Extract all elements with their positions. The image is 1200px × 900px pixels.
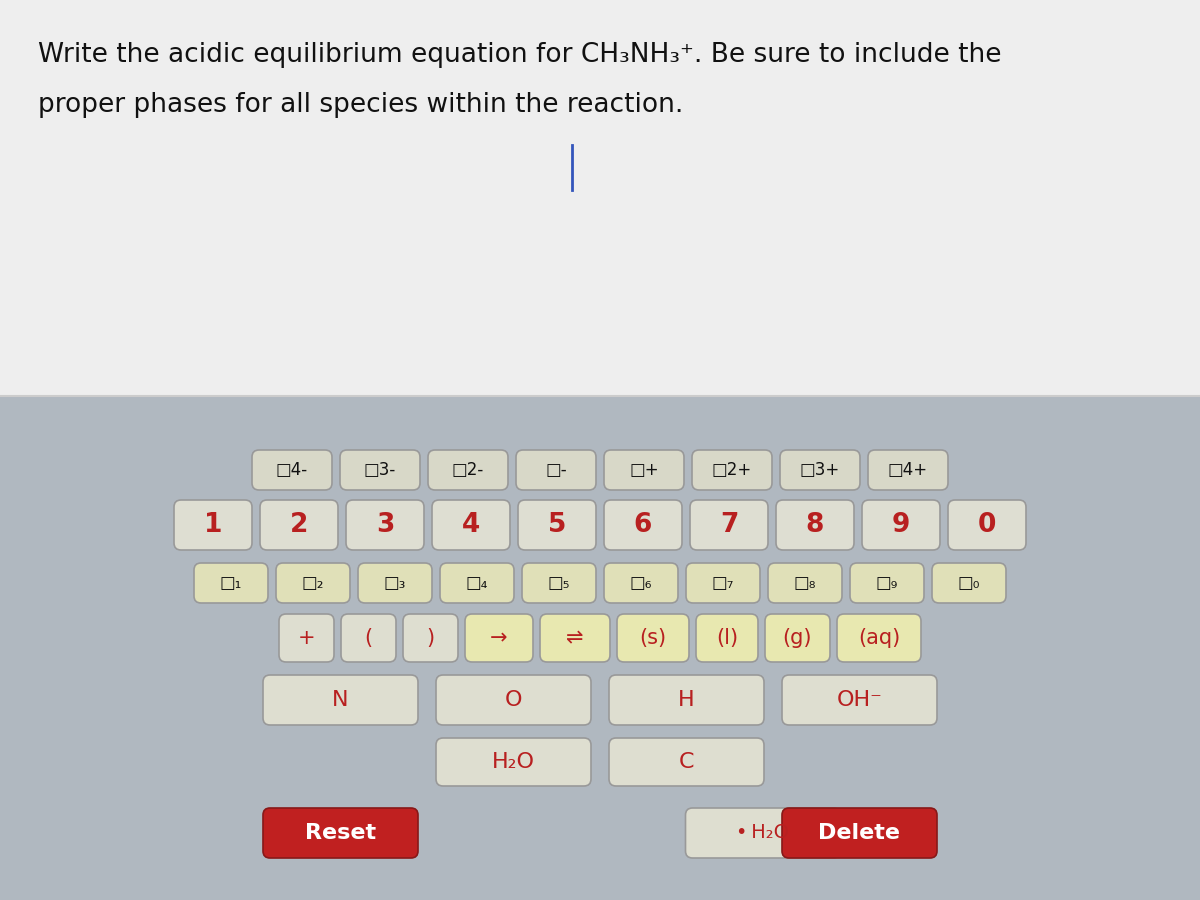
Text: (g): (g) (782, 628, 812, 648)
FancyBboxPatch shape (340, 450, 420, 490)
FancyBboxPatch shape (610, 675, 764, 725)
FancyBboxPatch shape (604, 500, 682, 550)
FancyBboxPatch shape (194, 563, 268, 603)
FancyBboxPatch shape (692, 450, 772, 490)
FancyBboxPatch shape (782, 675, 937, 725)
Text: 4: 4 (462, 512, 480, 538)
Text: Reset: Reset (305, 823, 376, 843)
FancyBboxPatch shape (432, 500, 510, 550)
FancyBboxPatch shape (782, 808, 937, 858)
Text: H: H (678, 690, 695, 710)
FancyBboxPatch shape (440, 563, 514, 603)
Text: proper phases for all species within the reaction.: proper phases for all species within the… (38, 92, 683, 118)
Text: (s): (s) (640, 628, 666, 648)
Text: □₆: □₆ (630, 574, 652, 592)
FancyBboxPatch shape (768, 563, 842, 603)
Text: →: → (491, 628, 508, 648)
Text: N: N (332, 690, 349, 710)
Text: □-: □- (545, 461, 566, 479)
Text: □4+: □4+ (888, 461, 928, 479)
Text: □4-: □4- (276, 461, 308, 479)
FancyBboxPatch shape (263, 808, 418, 858)
FancyBboxPatch shape (690, 500, 768, 550)
FancyBboxPatch shape (278, 614, 334, 662)
FancyBboxPatch shape (868, 450, 948, 490)
Text: ⇌: ⇌ (566, 628, 583, 648)
Text: +: + (298, 628, 316, 648)
Text: □₈: □₈ (793, 574, 816, 592)
FancyBboxPatch shape (850, 563, 924, 603)
FancyBboxPatch shape (174, 500, 252, 550)
FancyBboxPatch shape (466, 614, 533, 662)
FancyBboxPatch shape (403, 614, 458, 662)
FancyBboxPatch shape (252, 450, 332, 490)
FancyBboxPatch shape (518, 500, 596, 550)
FancyBboxPatch shape (838, 614, 922, 662)
FancyBboxPatch shape (540, 614, 610, 662)
FancyBboxPatch shape (696, 614, 758, 662)
FancyBboxPatch shape (436, 738, 592, 786)
FancyBboxPatch shape (516, 450, 596, 490)
FancyBboxPatch shape (0, 396, 1200, 900)
Text: □₃: □₃ (384, 574, 406, 592)
FancyBboxPatch shape (276, 563, 350, 603)
Text: □2-: □2- (452, 461, 484, 479)
FancyBboxPatch shape (522, 563, 596, 603)
Text: 7: 7 (720, 512, 738, 538)
FancyBboxPatch shape (260, 500, 338, 550)
FancyBboxPatch shape (862, 500, 940, 550)
Text: □₇: □₇ (712, 574, 734, 592)
FancyBboxPatch shape (0, 0, 1200, 396)
Text: □₄: □₄ (466, 574, 488, 592)
Text: 1: 1 (204, 512, 222, 538)
FancyBboxPatch shape (436, 675, 592, 725)
Text: 6: 6 (634, 512, 652, 538)
Text: □+: □+ (629, 461, 659, 479)
FancyBboxPatch shape (604, 450, 684, 490)
Text: (l): (l) (716, 628, 738, 648)
Text: Write the acidic equilibrium equation for CH₃NH₃⁺. Be sure to include the: Write the acidic equilibrium equation fo… (38, 42, 1002, 68)
FancyBboxPatch shape (780, 450, 860, 490)
FancyBboxPatch shape (932, 563, 1006, 603)
Text: 0: 0 (978, 512, 996, 538)
Text: 2: 2 (290, 512, 308, 538)
Text: □3-: □3- (364, 461, 396, 479)
Text: □₀: □₀ (958, 574, 980, 592)
Text: (: ( (365, 628, 372, 648)
FancyBboxPatch shape (617, 614, 689, 662)
FancyBboxPatch shape (263, 675, 418, 725)
Text: □3+: □3+ (800, 461, 840, 479)
Text: 9: 9 (892, 512, 910, 538)
Text: O: O (505, 690, 522, 710)
FancyBboxPatch shape (686, 563, 760, 603)
Text: □₂: □₂ (301, 574, 324, 592)
FancyBboxPatch shape (766, 614, 830, 662)
Text: ): ) (426, 628, 434, 648)
FancyBboxPatch shape (685, 808, 840, 858)
Text: □₁: □₁ (220, 574, 242, 592)
Text: C: C (679, 752, 695, 772)
FancyBboxPatch shape (776, 500, 854, 550)
Text: • H₂O: • H₂O (737, 824, 790, 842)
Text: Delete: Delete (818, 823, 900, 843)
Text: □2+: □2+ (712, 461, 752, 479)
Text: □₅: □₅ (548, 574, 570, 592)
Text: (aq): (aq) (858, 628, 900, 648)
FancyBboxPatch shape (948, 500, 1026, 550)
Text: 5: 5 (548, 512, 566, 538)
Text: □₉: □₉ (876, 574, 898, 592)
Text: 3: 3 (376, 512, 394, 538)
Text: H₂O: H₂O (492, 752, 535, 772)
FancyBboxPatch shape (341, 614, 396, 662)
Text: 8: 8 (806, 512, 824, 538)
FancyBboxPatch shape (358, 563, 432, 603)
FancyBboxPatch shape (610, 738, 764, 786)
FancyBboxPatch shape (428, 450, 508, 490)
FancyBboxPatch shape (346, 500, 424, 550)
Text: OH⁻: OH⁻ (836, 690, 882, 710)
FancyBboxPatch shape (604, 563, 678, 603)
